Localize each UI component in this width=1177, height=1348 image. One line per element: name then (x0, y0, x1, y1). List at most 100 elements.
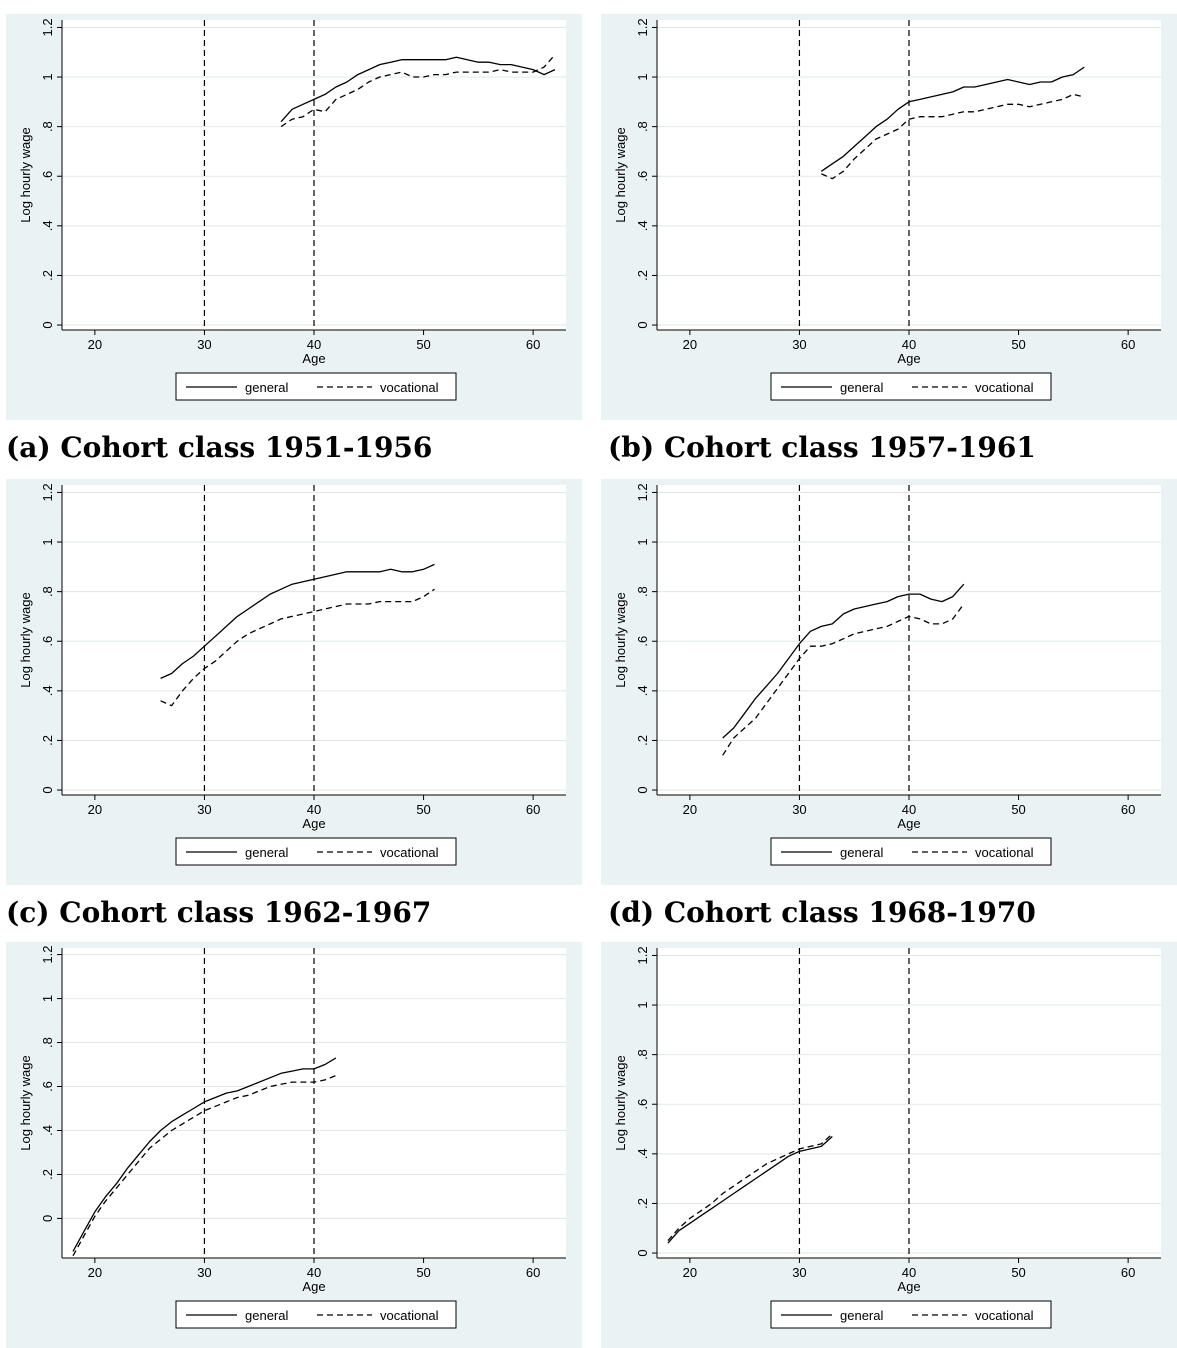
chart-panel-d: 0 .2 .4 .6 .8 1 1.2 20 30 40 50 60 Age Log hourly wag… (601, 479, 1177, 885)
legend-label-vocational: vocational (380, 845, 439, 860)
y-axis-title: Log hourly wage (613, 127, 628, 222)
x-tick-label: 60 (526, 337, 540, 352)
series-line-general (722, 583, 965, 739)
chart-panel-a: 0 .2 .4 .6 .8 1 1.2 20 30 40 50 60 Age Log hourly wag… (6, 14, 582, 420)
x-tick-label: 40 (902, 1265, 916, 1280)
y-tick-label: .2 (635, 735, 650, 746)
y-tick-label: .6 (635, 171, 650, 182)
y-tick-label: .8 (635, 1049, 650, 1060)
y-tick-label: .4 (40, 1125, 55, 1136)
y-tick-label: .6 (40, 171, 55, 182)
x-tick-label: 60 (526, 1265, 540, 1280)
x-axis-title: Age (897, 816, 920, 831)
x-tick-label: 50 (1011, 1265, 1025, 1280)
caption-c: (c) Cohort class 1962-1967 (6, 896, 432, 929)
y-tick-label: 0 (40, 786, 55, 793)
x-tick-label: 20 (88, 802, 102, 817)
x-axis-title: Age (897, 351, 920, 366)
y-tick-label: 0 (635, 786, 650, 793)
series-line-vocational (280, 54, 556, 128)
chart-panel-f: 0 .2 .4 .6 .8 1 1.2 20 30 40 50 60 Age Log hourly wag… (601, 942, 1177, 1348)
y-tick-label: .6 (40, 636, 55, 647)
series-line-vocational (667, 1133, 833, 1242)
x-tick-label: 20 (683, 1265, 697, 1280)
y-tick-label: .2 (40, 735, 55, 746)
y-tick-label: 0 (635, 321, 650, 328)
y-tick-label: 1.2 (635, 18, 650, 36)
chart-svg-b: 0 .2 .4 .6 .8 1 1.2 20 30 40 50 60 Age Log hourly wag… (613, 18, 1161, 401)
series-line-vocational (821, 93, 1085, 180)
x-tick-label: 60 (1121, 337, 1135, 352)
x-tick-label: 50 (416, 802, 430, 817)
y-axis-title: Log hourly wage (613, 592, 628, 687)
series-line-vocational (722, 603, 965, 756)
y-tick-label: 1 (40, 73, 55, 80)
x-axis-title: Age (897, 1279, 920, 1294)
x-tick-label: 30 (792, 1265, 806, 1280)
x-tick-label: 50 (416, 1265, 430, 1280)
y-tick-label: .4 (40, 220, 55, 231)
chart-panel-c: 0 .2 .4 .6 .8 1 1.2 20 30 40 50 60 Age Log hourly wag… (6, 479, 582, 885)
y-tick-label: 1 (635, 73, 650, 80)
series-line-general (820, 66, 1085, 172)
chart-svg-c: 0 .2 .4 .6 .8 1 1.2 20 30 40 50 60 Age Log hourly wag… (18, 483, 566, 866)
x-tick-label: 20 (683, 802, 697, 817)
x-tick-label: 60 (1121, 802, 1135, 817)
caption-d: (d) Cohort class 1968-1970 (608, 896, 1036, 929)
legend-label-vocational: vocational (975, 1308, 1034, 1323)
y-tick-label: 1.2 (635, 946, 650, 964)
y-tick-label: 0 (40, 321, 55, 328)
series-line-vocational (160, 588, 435, 707)
chart-svg-f: 0 .2 .4 .6 .8 1 1.2 20 30 40 50 60 Age Log hourly wag… (613, 946, 1161, 1329)
chart-svg-d: 0 .2 .4 .6 .8 1 1.2 20 30 40 50 60 Age Log hourly wag… (613, 483, 1161, 866)
chart-panel-b: 0 .2 .4 .6 .8 1 1.2 20 30 40 50 60 Age Log hourly wag… (601, 14, 1177, 420)
y-tick-label: .4 (40, 685, 55, 696)
legend: general vocational (770, 372, 1052, 401)
x-axis-title: Age (302, 1279, 325, 1294)
series-line-general (280, 56, 556, 123)
legend-label-vocational: vocational (975, 380, 1034, 395)
legend: general vocational (770, 837, 1052, 866)
legend: general vocational (175, 837, 457, 866)
y-axis-title: Log hourly wage (18, 127, 33, 222)
y-tick-label: .2 (40, 270, 55, 281)
x-tick-label: 30 (197, 802, 211, 817)
x-axis-title: Age (302, 816, 325, 831)
series-line-general (72, 1057, 337, 1252)
x-axis-title: Age (302, 351, 325, 366)
x-tick-label: 30 (792, 337, 806, 352)
y-tick-label: .8 (635, 586, 650, 597)
y-tick-label: .8 (40, 121, 55, 132)
y-tick-label: .8 (635, 121, 650, 132)
chart-panel-e: 0 .2 .4 .6 .8 1 1.2 20 30 40 50 60 Age Log hourly wag… (6, 942, 582, 1348)
y-tick-label: .4 (635, 685, 650, 696)
y-tick-label: .8 (40, 1037, 55, 1048)
legend-label-general: general (840, 845, 883, 860)
caption-b: (b) Cohort class 1957-1961 (608, 431, 1036, 464)
chart-svg-a: 0 .2 .4 .6 .8 1 1.2 20 30 40 50 60 Age Log hourly wag… (18, 18, 566, 401)
y-tick-label: .4 (635, 220, 650, 231)
y-tick-label: 1 (40, 995, 55, 1002)
x-tick-label: 30 (197, 1265, 211, 1280)
x-tick-label: 40 (307, 337, 321, 352)
y-axis-title: Log hourly wage (18, 592, 33, 687)
legend-label-general: general (245, 1308, 288, 1323)
y-tick-label: 1.2 (40, 483, 55, 501)
x-tick-label: 40 (902, 337, 916, 352)
legend-label-general: general (840, 380, 883, 395)
y-tick-label: .6 (635, 1099, 650, 1110)
y-axis-title: Log hourly wage (18, 1055, 33, 1150)
y-tick-label: .2 (635, 270, 650, 281)
y-tick-label: .6 (40, 1081, 55, 1092)
x-tick-label: 50 (1011, 337, 1025, 352)
y-tick-label: .2 (635, 1198, 650, 1209)
legend-label-vocational: vocational (380, 1308, 439, 1323)
legend: general vocational (175, 1300, 457, 1329)
y-tick-label: 1 (635, 1001, 650, 1008)
x-tick-label: 20 (88, 1265, 102, 1280)
y-tick-label: .8 (40, 586, 55, 597)
series-line-general (160, 563, 435, 679)
x-tick-label: 60 (1121, 1265, 1135, 1280)
x-tick-label: 30 (792, 802, 806, 817)
series-line-vocational (72, 1074, 337, 1257)
